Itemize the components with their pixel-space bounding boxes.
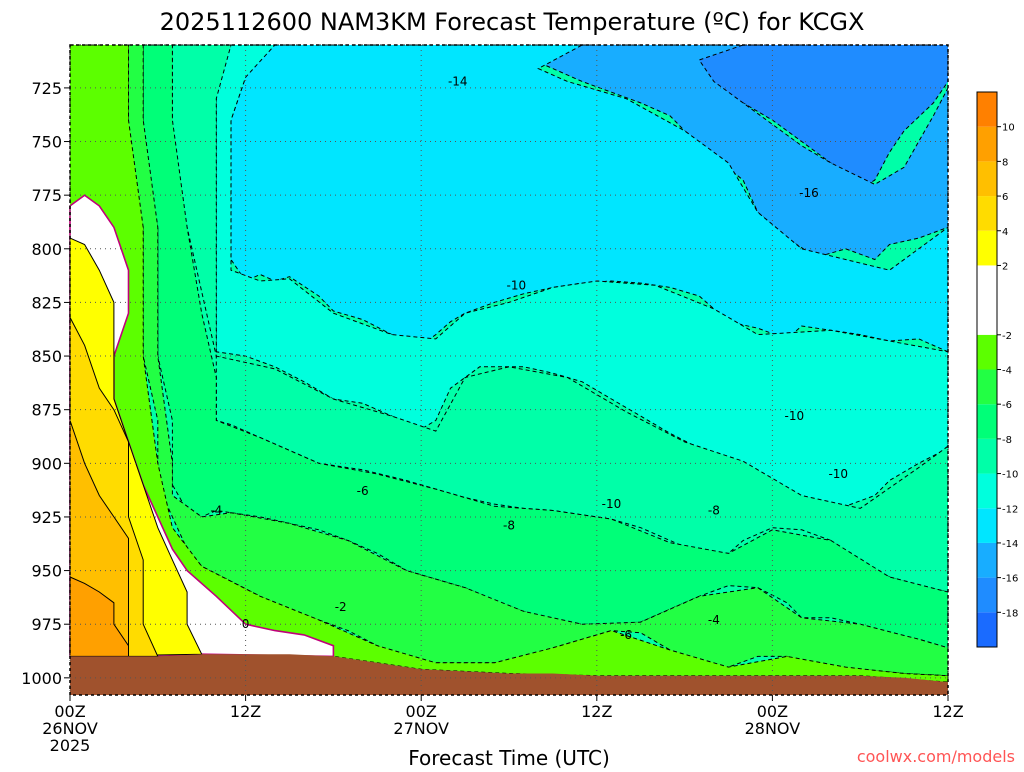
colorbar-band	[977, 230, 997, 266]
ground-surface	[70, 654, 948, 695]
x-tick-label: 00Z	[757, 702, 788, 721]
contour-label: -6	[357, 484, 369, 498]
x-tick-label: 28NOV	[745, 719, 801, 738]
x-tick-label: 00Z	[54, 702, 85, 721]
colorbar-label: 4	[1002, 227, 1008, 238]
colorbar-band	[977, 612, 997, 647]
y-axis: 725 750 775 800 825 850 875 900 925 950 975 1000	[21, 79, 70, 688]
contour-label: -16	[799, 186, 819, 200]
y-tick-label: 775	[31, 186, 62, 205]
colorbar-label: 10	[1002, 123, 1015, 134]
colorbar-label: -18	[1002, 608, 1018, 619]
colorbar-band	[977, 334, 997, 370]
temp-region--7	[142, 44, 949, 649]
ground-fill	[70, 654, 948, 695]
colorbar-band	[977, 196, 997, 231]
contour-label: -2	[335, 600, 347, 614]
colorbar-label: 2	[1002, 261, 1008, 272]
colorbar-band	[977, 438, 997, 474]
colorbar: 10 8 6 4 2 -2 -4 -6 -8 -10 -12 -14 -16 -18	[976, 91, 1018, 648]
y-tick-label: 800	[31, 240, 62, 259]
contour-label: -6	[620, 628, 632, 642]
x-axis-label: Forecast Time (UTC)	[408, 746, 610, 768]
temperature-regions	[69, 44, 949, 683]
x-tick-label: 2025	[50, 736, 91, 755]
colorbar-label: -4	[1002, 366, 1012, 377]
x-tick-label: 00Z	[406, 702, 437, 721]
plot-frame	[69, 44, 949, 696]
x-tick-label: 12Z	[230, 702, 261, 721]
y-tick-label: 825	[31, 293, 62, 312]
y-tick-label: 725	[31, 79, 62, 98]
y-tick-label: 875	[31, 401, 62, 420]
x-tick-label: 26NOV	[42, 719, 98, 738]
contour-label: -14	[448, 74, 468, 88]
colorbar-label: -6	[1002, 400, 1012, 411]
contour-label: -4	[708, 613, 720, 627]
colorbar-band	[977, 265, 997, 335]
x-tick-label: 27NOV	[393, 719, 449, 738]
credit-text: coolwx.com/models	[857, 747, 1015, 766]
colorbar-band	[977, 577, 997, 613]
colorbar-band	[977, 369, 997, 405]
colorbar-band	[977, 92, 997, 127]
y-tick-label: 850	[31, 347, 62, 366]
colorbar-band	[977, 161, 997, 197]
contour-label: -4	[210, 504, 222, 518]
chart-title: 2025112600 NAM3KM Forecast Temperature (…	[160, 8, 865, 36]
y-tick-label: 900	[31, 454, 62, 473]
colorbar-label: -8	[1002, 435, 1012, 446]
contour-label: -10	[507, 278, 527, 292]
x-tick-label: 12Z	[581, 702, 612, 721]
contour-label: -8	[503, 519, 515, 533]
contour-label: -10	[602, 497, 622, 511]
colorbar-label: -2	[1002, 331, 1012, 342]
colorbar-label: -12	[1002, 504, 1018, 515]
contour-label: -10	[785, 409, 805, 423]
colorbar-band	[977, 473, 997, 509]
colorbar-label: -10	[1002, 470, 1018, 481]
colorbar-label: 8	[1002, 157, 1008, 168]
plot-area: -14 -16 -10 -10 -10 -10 -6 -8 -8 -4 -2 -6 -4 0	[69, 44, 949, 696]
contour-label: 0	[242, 617, 250, 631]
contour-label: -8	[708, 504, 720, 518]
y-tick-label: 1000	[21, 669, 62, 688]
y-tick-label: 950	[31, 562, 62, 581]
x-tick-label: 12Z	[932, 702, 963, 721]
colorbar-label: -14	[1002, 539, 1018, 550]
colorbar-band	[977, 508, 997, 543]
y-tick-label: 750	[31, 133, 62, 152]
colorbar-band	[977, 542, 997, 578]
colorbar-label: -16	[1002, 574, 1018, 585]
colorbar-label: 6	[1002, 192, 1008, 203]
colorbar-band	[977, 126, 997, 162]
temp-region--13	[230, 44, 949, 353]
contour-label: -10	[828, 467, 848, 481]
y-tick-label: 975	[31, 615, 62, 634]
y-tick-label: 925	[31, 508, 62, 527]
contour-labels: -14 -16 -10 -10 -10 -10 -6 -8 -8 -4 -2 -6 -4 0	[210, 74, 848, 642]
colorbar-band	[977, 404, 997, 439]
